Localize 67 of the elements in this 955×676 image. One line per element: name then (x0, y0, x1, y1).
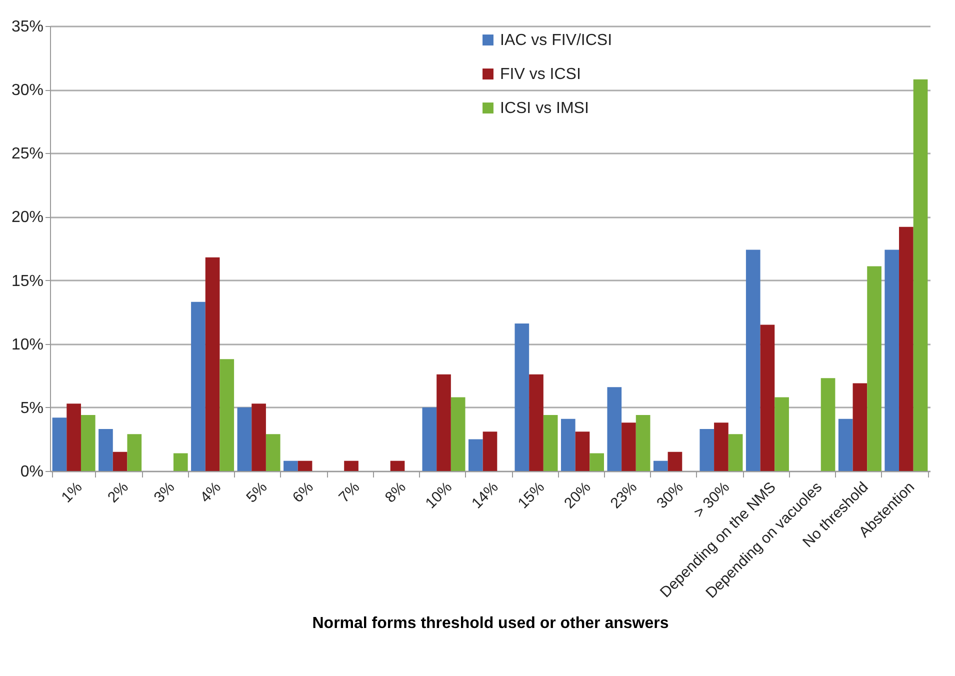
bar (543, 415, 558, 471)
bar (714, 422, 728, 471)
bar (191, 302, 206, 471)
bar (820, 378, 836, 471)
bar (653, 460, 668, 471)
bar (529, 374, 544, 471)
bar (728, 434, 743, 471)
bar (80, 415, 96, 471)
bar (668, 452, 682, 471)
y-tick-label: 5% (20, 400, 44, 417)
bar (205, 257, 220, 471)
bar (284, 460, 298, 471)
bar (173, 453, 188, 471)
x-tick-label: 8% (382, 478, 410, 506)
bar (760, 324, 775, 471)
y-tick-label: 20% (11, 209, 44, 226)
bar (390, 460, 405, 471)
y-tick-label: 0% (20, 464, 44, 480)
y-tick-label: 15% (11, 272, 44, 290)
legend-label: IAC vs FIV/ICSI (500, 32, 612, 49)
bar (112, 452, 128, 471)
bar (913, 79, 928, 471)
legend-label: ICSI vs IMSI (500, 100, 589, 117)
y-tick-label: 10% (11, 336, 44, 354)
bar (774, 397, 789, 471)
bar (127, 434, 142, 471)
bar (746, 250, 760, 471)
x-tick-label: 7% (336, 478, 364, 506)
bar (636, 415, 650, 471)
x-axis-title: Normal forms threshold used or other answers (312, 614, 669, 632)
bar (237, 407, 252, 471)
y-tick-label: 30% (11, 82, 44, 100)
bar (700, 429, 714, 471)
bar (298, 460, 312, 471)
y-tick-label: 25% (11, 146, 44, 163)
x-tick-label: 30% (654, 478, 687, 512)
y-tick-label: 35% (11, 18, 44, 36)
legend-label: FIV vs ICSI (500, 66, 581, 83)
bar (344, 460, 358, 471)
bar (884, 250, 900, 471)
bar (590, 453, 604, 471)
x-tick-label: 1% (58, 478, 86, 506)
bar (266, 434, 280, 471)
bar (852, 383, 868, 471)
bar (514, 324, 530, 471)
bar (622, 422, 636, 471)
x-tick-label: 4% (197, 478, 224, 506)
bar (867, 266, 882, 471)
bar (66, 404, 81, 471)
bar (220, 359, 234, 471)
bar (838, 418, 853, 471)
x-tick-label: 3% (150, 478, 178, 506)
x-tick-label: 2% (104, 478, 132, 506)
bar (607, 387, 622, 471)
bar (436, 374, 451, 471)
bar (468, 439, 483, 471)
bar (482, 432, 498, 471)
bar (899, 226, 914, 471)
bar (560, 418, 576, 471)
bar (52, 418, 67, 471)
x-tick-label: 6% (289, 478, 317, 506)
x-tick-label: 5% (243, 478, 271, 506)
bar (252, 404, 266, 471)
bar (422, 407, 437, 471)
bar (98, 429, 113, 471)
bar (575, 432, 590, 471)
bar (450, 397, 466, 471)
